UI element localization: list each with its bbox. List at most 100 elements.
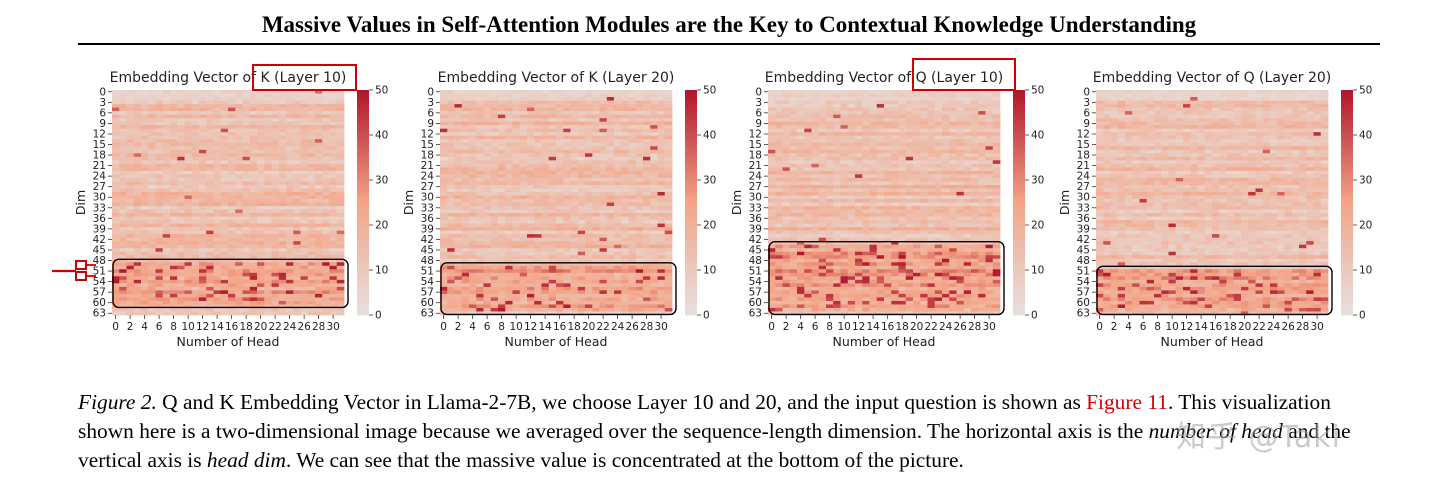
heatmap-cell — [461, 114, 470, 119]
heatmap-cell — [621, 220, 629, 224]
colorbar-segment — [357, 183, 369, 188]
heatmap-cell — [286, 163, 294, 168]
heatmap-cell — [199, 251, 207, 256]
heatmap-cell — [534, 160, 542, 165]
heatmap-cell — [483, 290, 492, 295]
heatmap-cell — [789, 97, 798, 101]
heatmap-cell — [826, 118, 834, 123]
heatmap-cell — [913, 100, 921, 105]
heatmap-cell — [498, 248, 506, 253]
heatmap-cell — [148, 283, 156, 288]
heatmap-cell — [191, 304, 200, 309]
heatmap-cell — [141, 286, 149, 291]
heatmap-cell — [300, 216, 309, 221]
heatmap-cell — [527, 290, 535, 295]
heatmap-cell — [527, 146, 535, 151]
heatmap-cell — [271, 265, 280, 270]
heatmap-cell — [155, 118, 164, 123]
heatmap-cell — [519, 198, 528, 203]
heatmap-cell — [949, 111, 957, 116]
heatmap-cell — [454, 283, 463, 288]
heatmap-cell — [934, 128, 943, 133]
heatmap-cell — [599, 279, 608, 284]
heatmap-cell — [293, 90, 301, 94]
heatmap-cell — [650, 121, 658, 126]
heatmap-cell — [505, 104, 513, 108]
heatmap-cell — [599, 146, 608, 151]
heatmap-cell — [490, 311, 499, 316]
heatmap-cell — [548, 188, 557, 193]
y-tick-label: 54 — [421, 276, 435, 288]
heatmap-cell — [512, 251, 521, 256]
colorbar-segment — [357, 172, 369, 177]
heatmap-cell — [257, 177, 265, 182]
heatmap-cell — [119, 279, 127, 284]
heatmap-cell — [534, 188, 542, 193]
heatmap-cell — [257, 290, 265, 295]
heatmap-cell — [461, 269, 470, 274]
heatmap-cell — [315, 248, 323, 253]
heatmap-cell — [461, 293, 470, 298]
heatmap-cell — [119, 160, 127, 165]
heatmap-cell — [329, 128, 338, 133]
heatmap-cell — [213, 195, 222, 200]
heatmap-cell — [220, 104, 229, 108]
heatmap-cell — [228, 128, 236, 133]
heatmap-cell — [242, 118, 251, 123]
heatmap-cell — [505, 202, 513, 207]
heatmap-cell — [162, 125, 171, 130]
heatmap-cell — [307, 111, 316, 116]
heatmap-cell — [300, 170, 309, 175]
heatmap-cell — [213, 307, 222, 312]
colorbar-segment — [685, 90, 697, 95]
heatmap-cell — [322, 153, 330, 158]
heatmap-cell — [271, 230, 280, 235]
heatmap-cell — [235, 191, 243, 196]
heatmap-cell — [170, 153, 178, 158]
heatmap-cell — [847, 146, 856, 151]
heatmap-cell — [264, 177, 272, 182]
heatmap-cell — [643, 230, 651, 235]
heatmap-cell — [570, 174, 579, 179]
heatmap-cell — [570, 153, 579, 158]
heatmap-cell — [519, 241, 528, 246]
heatmap-cell — [170, 230, 178, 235]
heatmap-cell — [635, 121, 644, 126]
heatmap-cell — [461, 177, 470, 182]
heatmap-cell — [804, 104, 812, 108]
heatmap-cell — [242, 297, 251, 302]
heatmap-cell — [855, 114, 863, 119]
heatmap-cell — [570, 121, 579, 126]
heatmap-cell — [155, 202, 164, 207]
heatmap-cell — [440, 237, 448, 242]
heatmap-cell — [534, 111, 542, 116]
heatmap-cell — [498, 149, 506, 154]
heatmap-cell — [628, 265, 637, 270]
heatmap-cell — [329, 293, 338, 298]
heatmap-cell — [329, 153, 338, 158]
heatmap-cell — [527, 304, 535, 309]
heatmap-cell — [614, 220, 622, 224]
heatmap-cell — [119, 300, 127, 305]
heatmap-cell — [447, 177, 455, 182]
heatmap-cell — [650, 276, 658, 281]
heatmap-cell — [643, 188, 651, 193]
heatmap-cell — [184, 286, 193, 291]
heatmap-cell — [534, 128, 542, 133]
heatmap-cell — [199, 100, 207, 105]
heatmap-cell — [563, 293, 571, 298]
heatmap-cell — [307, 230, 316, 235]
heatmap-cell — [476, 160, 484, 165]
heatmap-cell — [621, 146, 629, 151]
heatmap-cell — [657, 181, 666, 186]
heatmap-cell — [490, 125, 499, 130]
heatmap-cell — [664, 272, 673, 277]
heatmap-cell — [278, 125, 287, 130]
heatmap-cell — [840, 132, 849, 137]
heatmap-cell — [461, 230, 470, 235]
heatmap-cell — [498, 276, 506, 281]
heatmap-cell — [563, 107, 571, 112]
heatmap-cell — [570, 97, 579, 101]
heatmap-cell — [293, 251, 301, 256]
heatmap-cell — [271, 300, 280, 305]
